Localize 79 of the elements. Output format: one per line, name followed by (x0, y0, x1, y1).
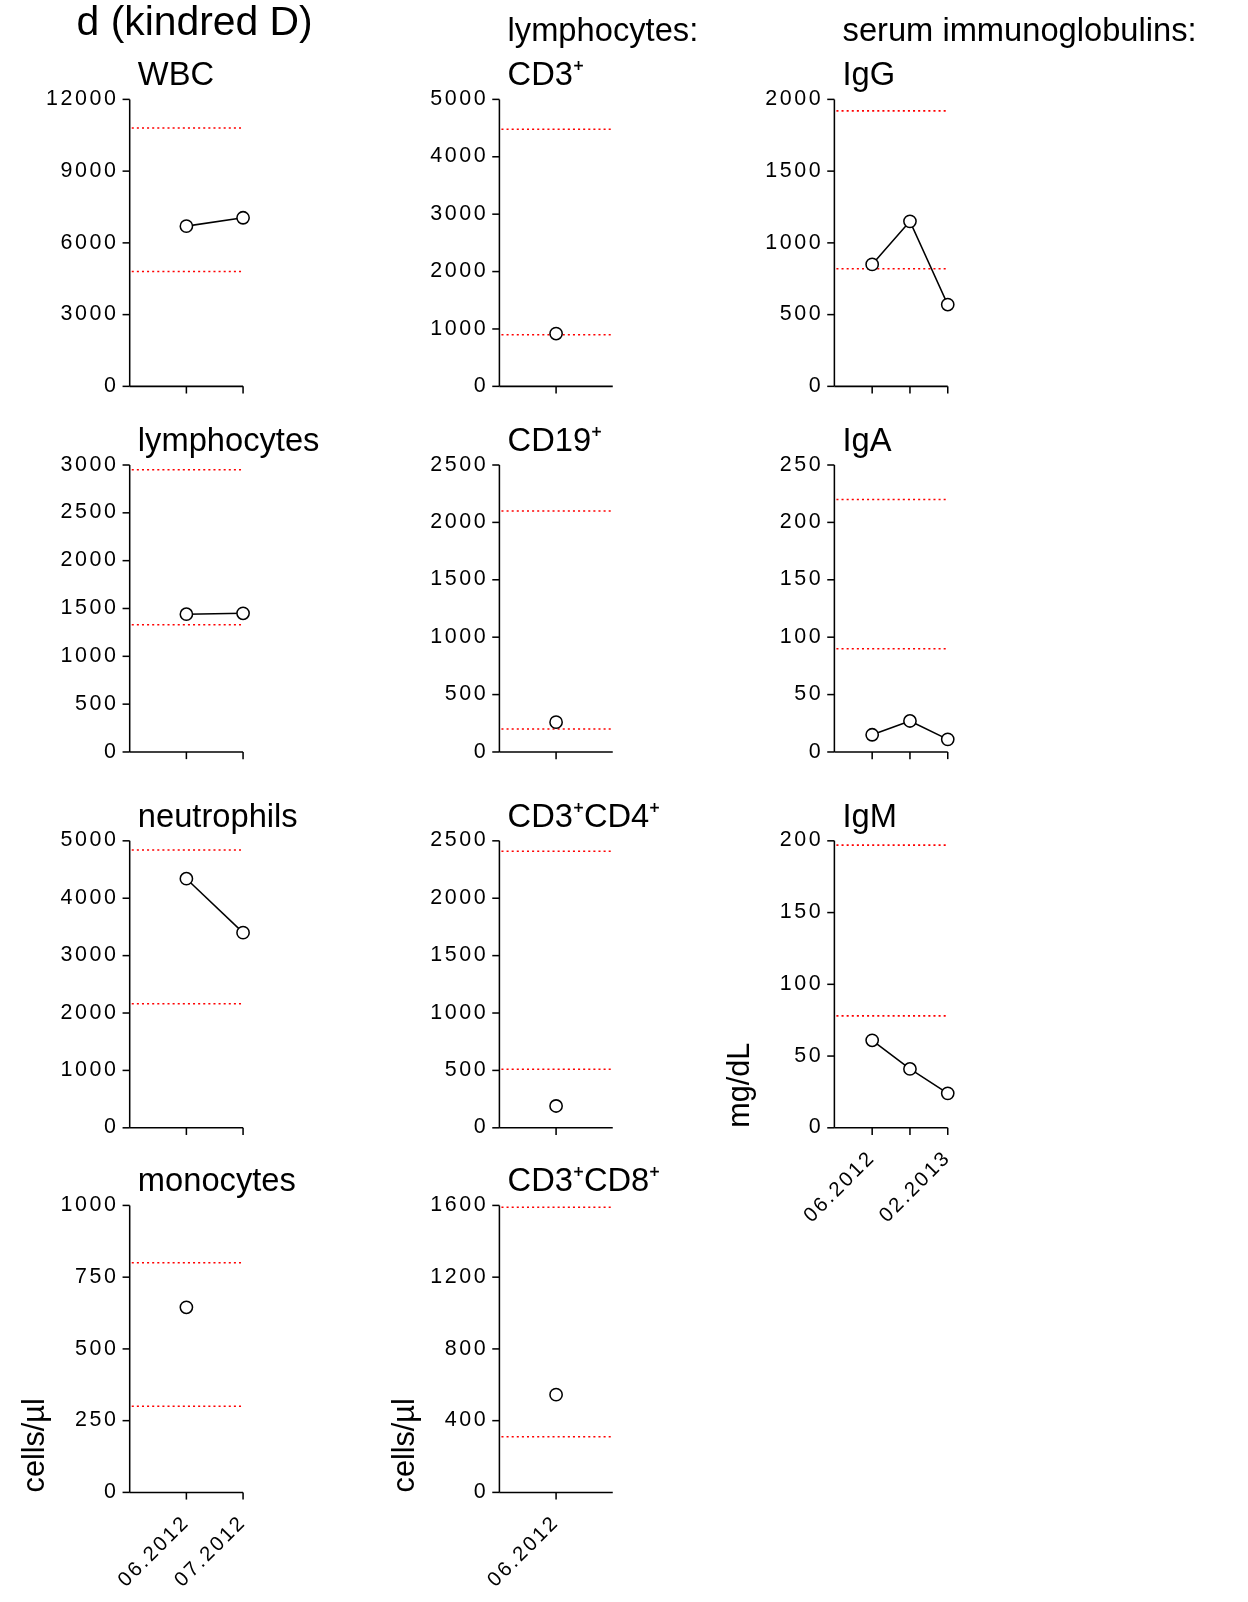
y-tick-label: 500 (444, 681, 489, 706)
y-tick-label: 1000 (765, 229, 824, 254)
y-tick-label: 3000 (430, 200, 489, 225)
y-tick-label: 150 (779, 899, 824, 924)
chart-title: neutrophils (137, 796, 298, 834)
y-tick-label: 800 (444, 1335, 489, 1360)
y-tick-label: 0 (808, 373, 824, 398)
y-tick-label: 1000 (60, 1192, 119, 1217)
chart-title: IgM (842, 796, 898, 834)
chart-title: CD3⁺CD4⁺ (507, 796, 661, 834)
y-tick-label: 5000 (430, 86, 489, 111)
y-tick-label: 500 (75, 1335, 119, 1360)
y-tick-label: 2000 (765, 86, 824, 111)
chart-title: CD3⁺ (507, 55, 584, 93)
y-tick-label: 4000 (430, 143, 489, 168)
y-tick-label: 1500 (430, 566, 489, 591)
y-tick-label: 500 (444, 1057, 489, 1082)
y-tick-label: 2500 (60, 499, 119, 524)
y-tick-label: 0 (808, 1114, 824, 1139)
y-tick-label: 1000 (430, 315, 489, 340)
y-tick-label: 2500 (430, 827, 489, 852)
y-tick-label: 1000 (430, 999, 489, 1024)
y-tick-label: 1000 (60, 642, 119, 667)
y-axis-title: mg/dL (720, 1042, 756, 1128)
y-tick-label: 150 (779, 566, 824, 591)
text: d (kindred D) (76, 0, 313, 45)
chart-title: CD19⁺ (507, 420, 603, 458)
y-tick-label: 0 (473, 373, 489, 398)
y-tick-label: 500 (779, 301, 824, 326)
y-tick-label: 0 (103, 1479, 119, 1504)
text: serum immunoglobulins: (842, 11, 1197, 49)
chart-title: IgA (842, 420, 892, 458)
y-tick-label: 50 (794, 1042, 824, 1067)
y-axis-title: cells/µl (385, 1398, 421, 1493)
y-tick-label: 2000 (60, 999, 119, 1024)
y-tick-label: 250 (75, 1407, 119, 1432)
y-tick-label: 200 (779, 509, 824, 534)
chart-title: lymphocytes (137, 420, 320, 458)
y-tick-label: 0 (103, 1114, 119, 1139)
y-tick-label: 100 (779, 970, 824, 995)
y-tick-label: 0 (473, 1479, 489, 1504)
y-axis-title: cells/µl (15, 1398, 51, 1493)
y-tick-label: 3000 (60, 301, 119, 326)
y-tick-label: 3000 (60, 942, 119, 967)
y-tick-label: 400 (444, 1407, 489, 1432)
y-tick-label: 2000 (60, 547, 119, 572)
text: lymphocytes: (507, 11, 699, 49)
y-tick-label: 1600 (430, 1192, 489, 1217)
y-tick-label: 1200 (430, 1263, 489, 1288)
chart-title: IgG (842, 55, 896, 93)
y-tick-label: 1500 (430, 942, 489, 967)
y-tick-label: 3000 (60, 451, 119, 476)
y-tick-label: 1000 (60, 1057, 119, 1082)
y-tick-label: 1500 (765, 157, 824, 182)
y-tick-label: 9000 (60, 157, 119, 182)
y-tick-label: 1000 (430, 623, 489, 648)
y-tick-label: 1500 (60, 595, 119, 620)
chart-title: WBC (137, 55, 215, 93)
y-tick-label: 750 (75, 1263, 119, 1288)
y-tick-label: 0 (103, 373, 119, 398)
y-tick-label: 250 (779, 451, 824, 476)
chart-title: monocytes (137, 1161, 296, 1199)
y-tick-label: 0 (808, 738, 824, 763)
y-tick-label: 100 (779, 623, 824, 648)
y-tick-label: 0 (473, 738, 489, 763)
y-tick-label: 0 (103, 738, 119, 763)
y-tick-label: 5000 (60, 827, 119, 852)
y-tick-label: 2000 (430, 258, 489, 283)
y-tick-label: 2000 (430, 884, 489, 909)
y-tick-label: 50 (794, 681, 824, 706)
y-tick-label: 4000 (60, 884, 119, 909)
chart-title: CD3⁺CD8⁺ (507, 1161, 661, 1199)
y-tick-label: 2500 (430, 451, 489, 476)
y-tick-label: 2000 (430, 509, 489, 534)
y-tick-label: 200 (779, 827, 824, 852)
y-tick-label: 6000 (60, 229, 119, 254)
y-tick-label: 12000 (46, 86, 119, 111)
y-tick-label: 500 (75, 690, 119, 715)
y-tick-label: 0 (473, 1114, 489, 1139)
